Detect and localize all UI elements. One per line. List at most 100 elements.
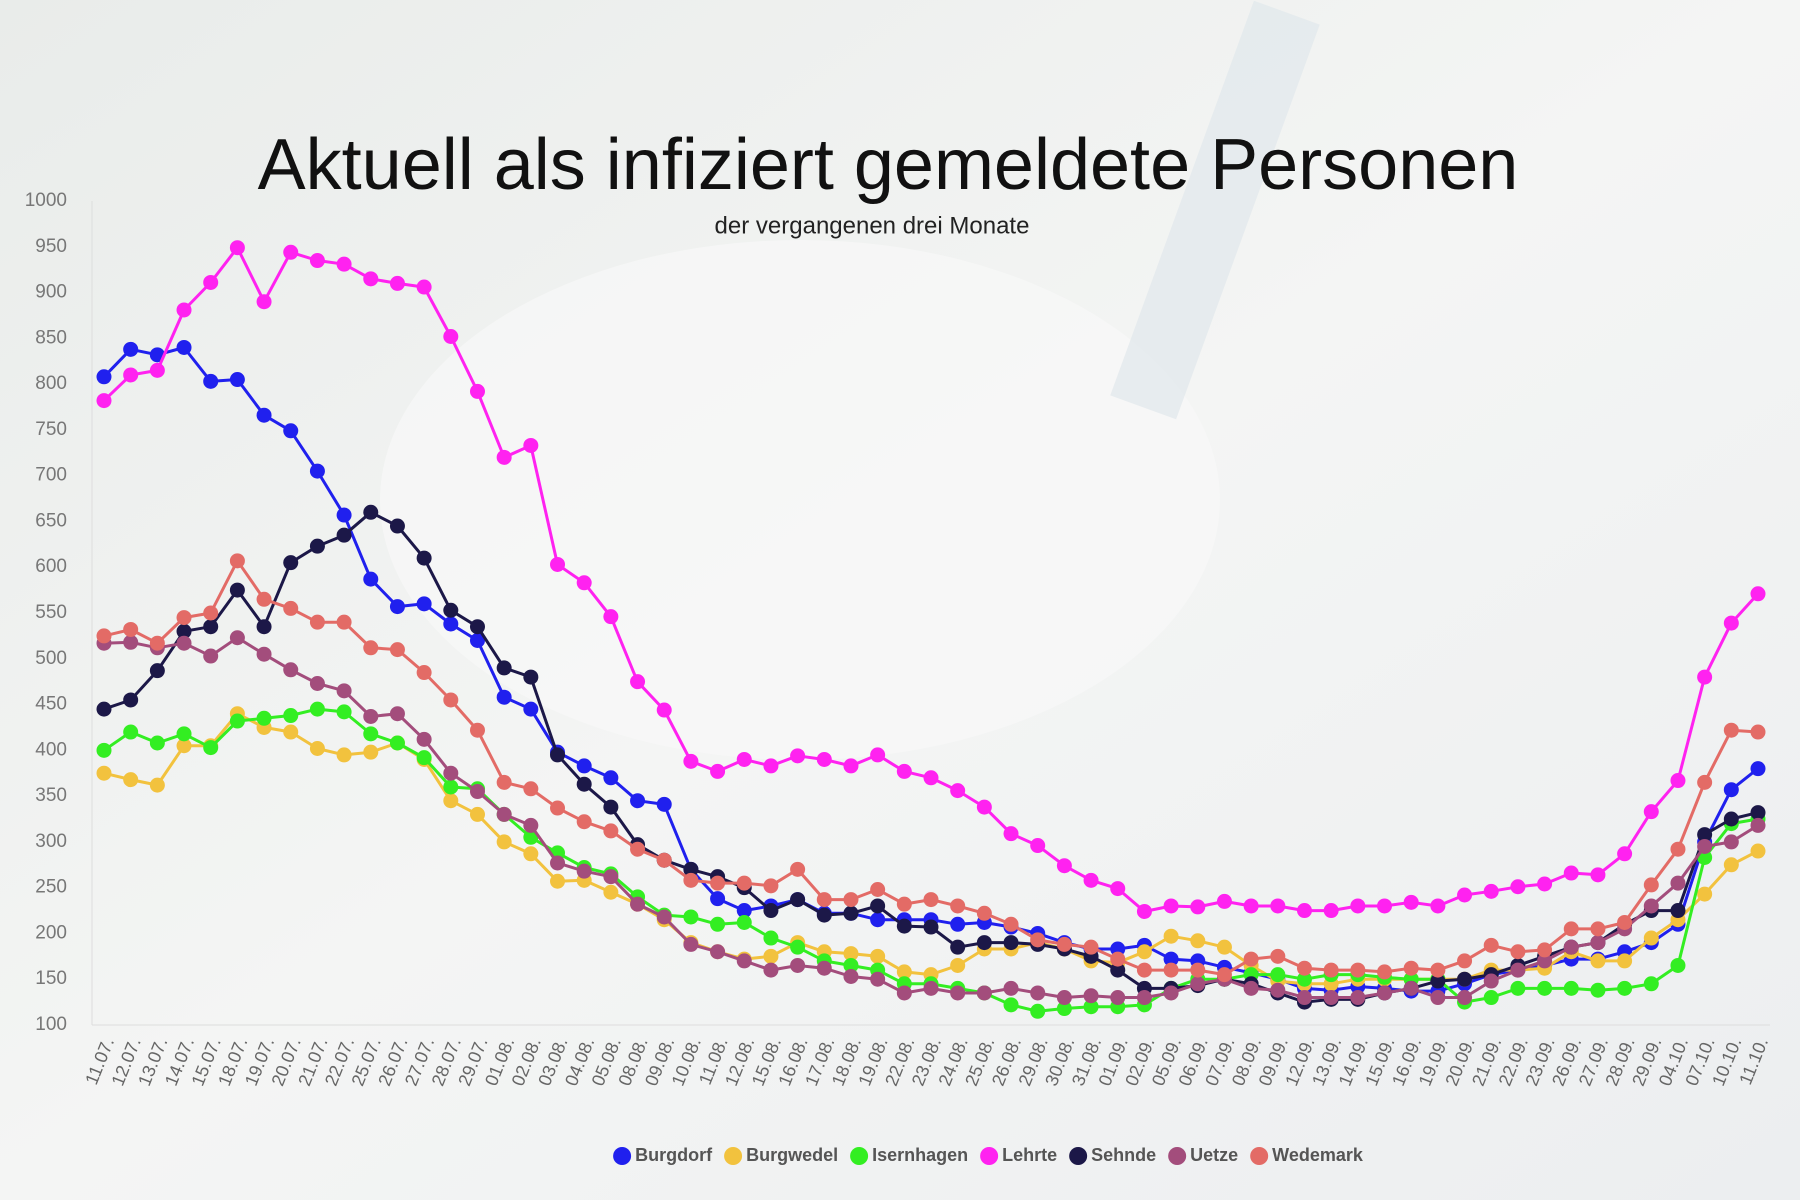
series: [96, 630, 1766, 1006]
legend-marker: [1250, 1147, 1269, 1165]
point: [1643, 976, 1659, 992]
point: [336, 256, 352, 272]
point: [309, 538, 325, 554]
point: [96, 742, 112, 758]
point: [763, 948, 779, 964]
point: [1590, 953, 1606, 969]
point: [1270, 982, 1286, 998]
point: [1190, 976, 1206, 992]
legend-item: Lehrte: [980, 1145, 1057, 1165]
point: [950, 783, 966, 799]
point: [1563, 980, 1579, 996]
point: [1030, 1003, 1046, 1019]
point: [1723, 834, 1739, 850]
point: [630, 896, 646, 912]
point: [736, 751, 752, 767]
point: [710, 891, 726, 907]
point: [176, 339, 192, 355]
point: [923, 770, 939, 786]
point: [1083, 988, 1099, 1004]
point: [96, 369, 112, 385]
point: [1163, 962, 1179, 978]
point: [1136, 990, 1152, 1006]
point: [1563, 939, 1579, 955]
point: [1483, 990, 1499, 1006]
point: [123, 341, 139, 357]
point: [976, 799, 992, 815]
point: [603, 799, 619, 815]
point: [389, 642, 405, 658]
series: [96, 553, 1766, 983]
point: [523, 781, 539, 797]
point: [656, 702, 672, 718]
point: [176, 738, 192, 754]
point: [1457, 971, 1473, 987]
point: [763, 758, 779, 774]
point: [1750, 724, 1766, 740]
point: [870, 948, 886, 964]
point: [363, 571, 379, 587]
point: [496, 449, 512, 465]
point: [389, 706, 405, 722]
legend-item: Isernhagen: [850, 1145, 968, 1165]
point: [736, 953, 752, 969]
y-tick-label: 150: [35, 968, 67, 989]
point: [1617, 914, 1633, 930]
point: [283, 555, 299, 571]
point: [630, 841, 646, 857]
background-shape: [1110, 0, 1320, 420]
chart-subtitle: der vergangenen drei Monate: [715, 212, 1030, 239]
point: [683, 861, 699, 877]
point: [389, 275, 405, 291]
point: [229, 553, 245, 569]
point: [1670, 875, 1686, 891]
point: [1003, 916, 1019, 932]
point: [1216, 893, 1232, 909]
point: [843, 892, 859, 908]
point: [149, 362, 165, 378]
y-tick-label: 400: [35, 739, 67, 760]
point: [1670, 903, 1686, 919]
point: [576, 575, 592, 591]
point: [203, 648, 219, 664]
point: [790, 957, 806, 973]
point: [1136, 944, 1152, 960]
point: [283, 423, 299, 439]
point: [336, 683, 352, 699]
point: [550, 800, 566, 816]
point: [309, 614, 325, 630]
point: [1350, 990, 1366, 1006]
point: [1510, 944, 1526, 960]
point: [443, 765, 459, 781]
point: [123, 367, 139, 383]
point: [363, 640, 379, 656]
point: [550, 747, 566, 763]
point: [1003, 980, 1019, 996]
point: [603, 823, 619, 839]
point: [550, 873, 566, 889]
point: [496, 660, 512, 676]
point: [1163, 898, 1179, 914]
point: [736, 903, 752, 919]
point: [576, 758, 592, 774]
point: [336, 704, 352, 720]
point: [683, 936, 699, 952]
point: [950, 898, 966, 914]
y-tick-label: 550: [35, 602, 67, 623]
point: [816, 892, 832, 908]
point: [1457, 887, 1473, 903]
y-tick-label: 950: [35, 236, 67, 257]
point: [683, 753, 699, 769]
point: [443, 616, 459, 632]
point: [843, 957, 859, 973]
point: [1670, 841, 1686, 857]
point: [710, 875, 726, 891]
point: [1617, 953, 1633, 969]
point: [923, 980, 939, 996]
point: [1643, 898, 1659, 914]
point: [363, 726, 379, 742]
point: [96, 701, 112, 717]
point: [229, 240, 245, 256]
point: [1163, 985, 1179, 1001]
point: [950, 916, 966, 932]
